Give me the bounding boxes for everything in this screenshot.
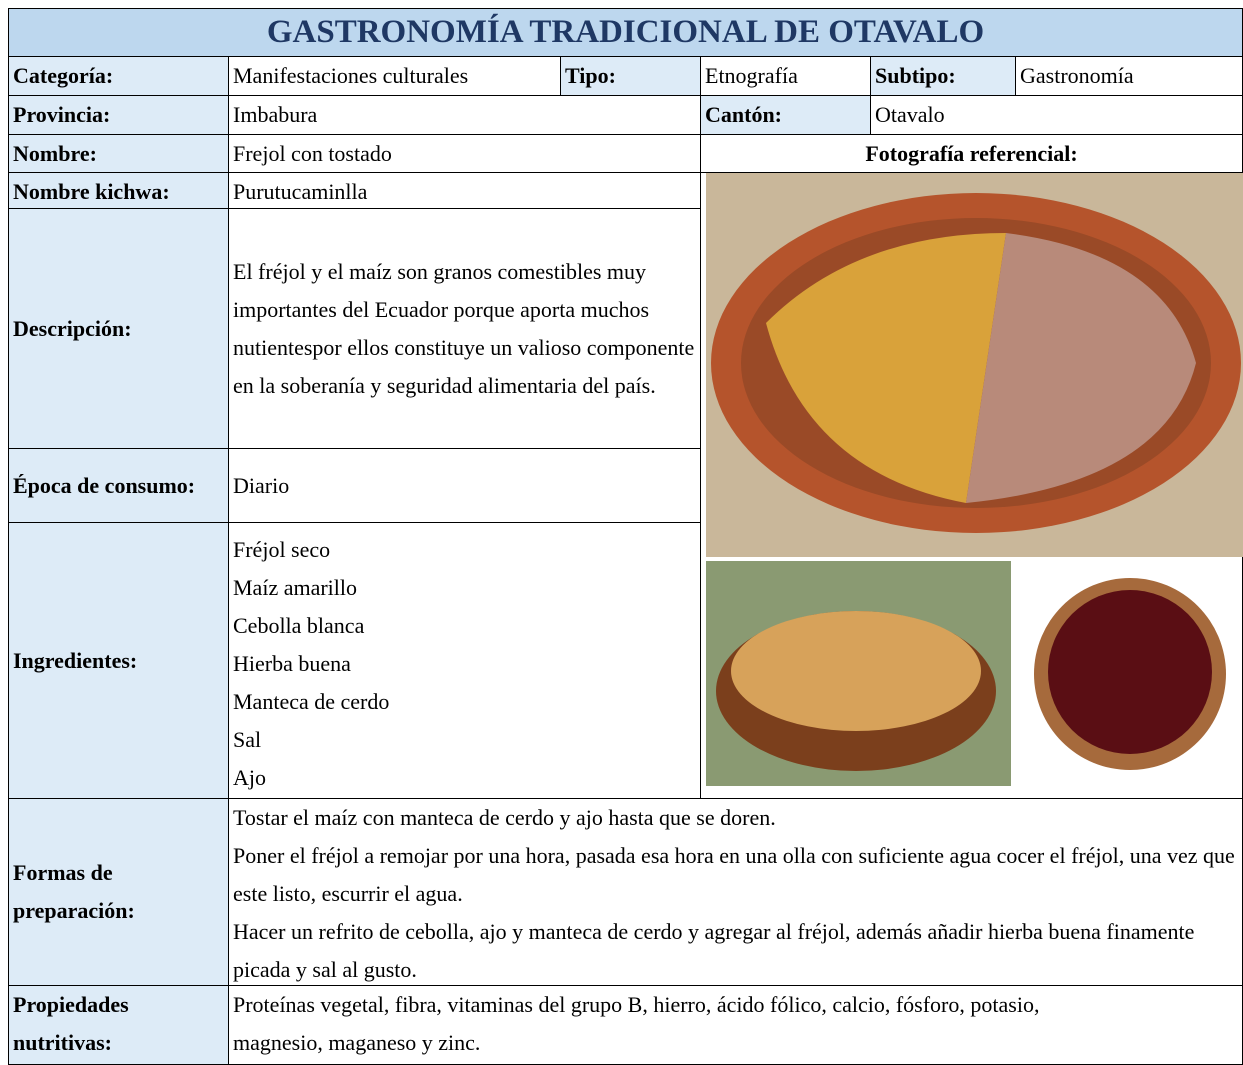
value: Otavalo: [870, 95, 1243, 135]
label: Subtipo:: [870, 56, 1016, 96]
step: Tostar el maíz con manteca de cerdo y aj…: [233, 805, 776, 830]
value: El fréjol y el maíz son granos comestibl…: [228, 208, 701, 449]
photo-beans: [1034, 578, 1226, 770]
value: Imbabura: [228, 95, 701, 135]
photo-main: [706, 173, 1243, 557]
title: GASTRONOMÍA TRADICIONAL DE OTAVALO: [8, 8, 1243, 57]
description: El fréjol y el maíz son granos comestibl…: [233, 258, 695, 398]
ingredient-list: Fréjol seco Maíz amarillo Cebolla blanca…: [228, 522, 701, 799]
label: Nombre kichwa:: [8, 172, 229, 209]
label-text: Ingredientes:: [13, 647, 138, 673]
ingredient: Cebolla blanca: [233, 613, 365, 638]
label: Época de consumo:: [8, 448, 229, 523]
ingredient: Fréjol seco: [233, 537, 331, 562]
steps: Tostar el maíz con manteca de cerdo y aj…: [228, 798, 1243, 986]
label: Formas de preparación:: [8, 798, 229, 986]
value: Proteínas vegetal, fibra, vitaminas del …: [228, 985, 1243, 1065]
photo-header: Fotografía referencial:: [700, 134, 1243, 173]
label: Propiedades nutritivas:: [8, 985, 229, 1065]
value: Etnografía: [700, 56, 871, 96]
value-text: Diario: [233, 472, 290, 498]
ingredient: Hierba buena: [233, 651, 351, 676]
label: Provincia:: [8, 95, 229, 135]
value: Gastronomía: [1015, 56, 1243, 96]
value: Manifestaciones culturales: [228, 56, 561, 96]
photo-corn: [706, 561, 1011, 786]
label-text: Descripción:: [13, 315, 132, 341]
step: Poner el fréjol a remojar por una hora, …: [233, 843, 1235, 906]
step: Hacer un refrito de cebolla, ajo y mante…: [233, 919, 1195, 982]
ingredient: Manteca de cerdo: [233, 689, 390, 714]
value: Purutucaminlla: [228, 172, 701, 209]
label: Categoría:: [8, 56, 229, 96]
value: Frejol con tostado: [228, 134, 701, 173]
value: Diario: [228, 448, 701, 523]
ingredient: Sal: [233, 727, 262, 752]
label: Cantón:: [700, 95, 871, 135]
label: Nombre:: [8, 134, 229, 173]
label: Descripción:: [8, 208, 229, 449]
label-text: Época de consumo:: [13, 472, 196, 498]
label: Tipo:: [560, 56, 701, 96]
label-text: Formas de preparación:: [13, 860, 135, 923]
ingredient: Ajo: [233, 765, 266, 790]
ingredient: Maíz amarillo: [233, 575, 358, 600]
label: Ingredientes:: [8, 522, 229, 799]
